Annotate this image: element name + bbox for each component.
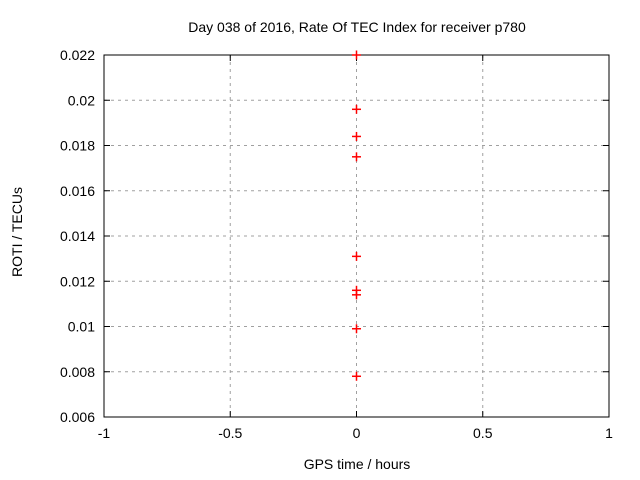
x-tick-label: -1 [98, 425, 111, 441]
data-point-marker [352, 290, 361, 300]
data-point-marker [352, 104, 361, 114]
y-tick-label: 0.02 [68, 92, 95, 108]
y-tick-label: 0.016 [60, 183, 95, 199]
x-tick-label: 0.5 [473, 425, 493, 441]
x-tick-label: 0 [353, 425, 361, 441]
data-point-marker [352, 152, 361, 162]
y-tick-label: 0.012 [60, 273, 95, 289]
chart-title: Day 038 of 2016, Rate Of TEC Index for r… [188, 19, 526, 35]
y-tick-label: 0.008 [60, 364, 95, 380]
y-tick-label: 0.014 [60, 228, 95, 244]
x-tick-label: -0.5 [218, 425, 242, 441]
y-tick-label: 0.018 [60, 138, 95, 154]
y-tick-label: 0.022 [60, 47, 95, 63]
x-axis-label: GPS time / hours [303, 456, 411, 472]
y-tick-label: 0.01 [68, 319, 95, 335]
data-point-marker [352, 131, 361, 141]
data-point-marker [352, 251, 361, 261]
x-tick-label: 1 [605, 425, 613, 441]
data-points [352, 50, 361, 381]
data-point-marker [352, 371, 361, 381]
data-point-marker [352, 324, 361, 334]
tick-labels: -1 -0.5 0 0.5 1 0.006 0.008 0.01 0.012 0.014 0.016… [60, 47, 613, 441]
y-tick-label: 0.006 [60, 409, 95, 425]
data-point-marker [352, 50, 361, 60]
tick-marks [103, 54, 610, 418]
